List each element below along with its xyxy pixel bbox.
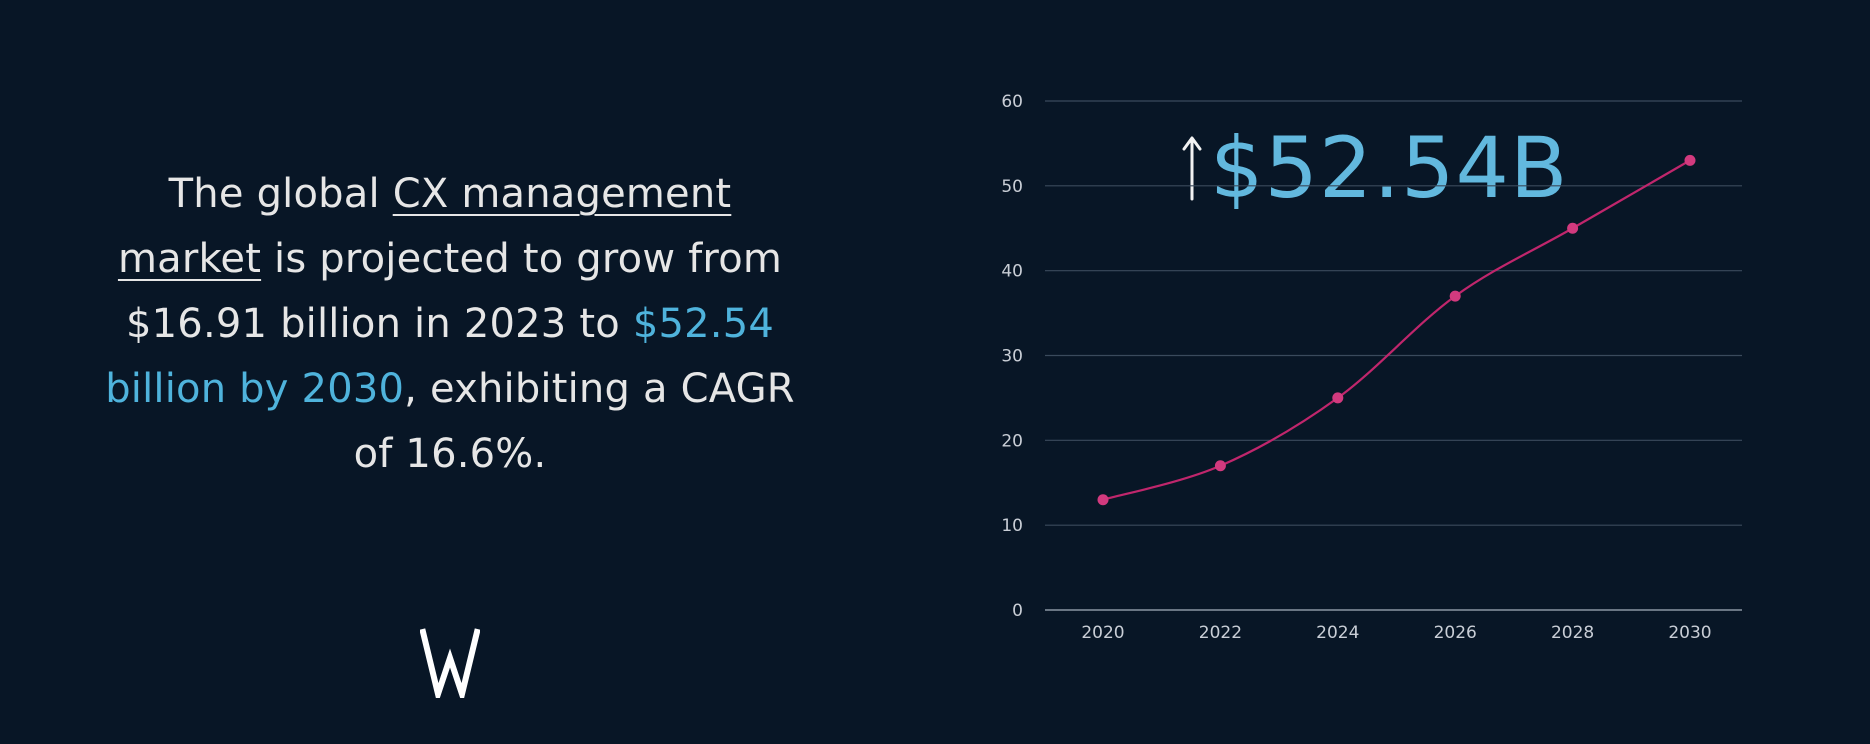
- y-tick-label: 60: [1001, 92, 1023, 112]
- callout-value: $52.54B: [1210, 119, 1569, 217]
- y-tick-label: 50: [1001, 177, 1023, 197]
- data-point: [1214, 460, 1226, 472]
- headline-part-2: is projected to grow from $16.91 billion…: [126, 236, 783, 347]
- headline-highlight: $52.54 billion by 2030: [105, 301, 774, 412]
- series-line: [1102, 159, 1691, 501]
- x-tick-label: 2022: [1199, 623, 1242, 643]
- w-logo: W: [420, 628, 480, 698]
- x-tick-label: 2026: [1434, 623, 1477, 643]
- market-value-callout: $52.54B: [1180, 118, 1569, 218]
- y-tick-label: 30: [1001, 347, 1023, 367]
- up-arrow-icon: [1182, 136, 1202, 201]
- x-tick-label: 2028: [1551, 623, 1594, 643]
- x-tick-label: 2024: [1316, 623, 1359, 643]
- x-tick-label: 2020: [1081, 623, 1124, 643]
- data-point: [1684, 154, 1696, 166]
- data-point: [1097, 494, 1109, 506]
- data-point: [1449, 290, 1461, 302]
- headline-text: The global CX management market is proje…: [100, 162, 800, 487]
- data-point: [1567, 222, 1579, 234]
- headline-part-1: The global: [168, 171, 393, 217]
- data-point: [1332, 392, 1344, 404]
- y-tick-label: 20: [1001, 431, 1023, 451]
- headline-part-3: , exhibiting a CAGR of 16.6%.: [353, 366, 795, 477]
- cx-management-market-link[interactable]: CX management market: [117, 171, 732, 282]
- x-tick-label: 2030: [1668, 623, 1711, 643]
- y-tick-label: 10: [1001, 516, 1023, 536]
- y-tick-label: 40: [1001, 262, 1023, 282]
- y-tick-label: 0: [1012, 601, 1023, 621]
